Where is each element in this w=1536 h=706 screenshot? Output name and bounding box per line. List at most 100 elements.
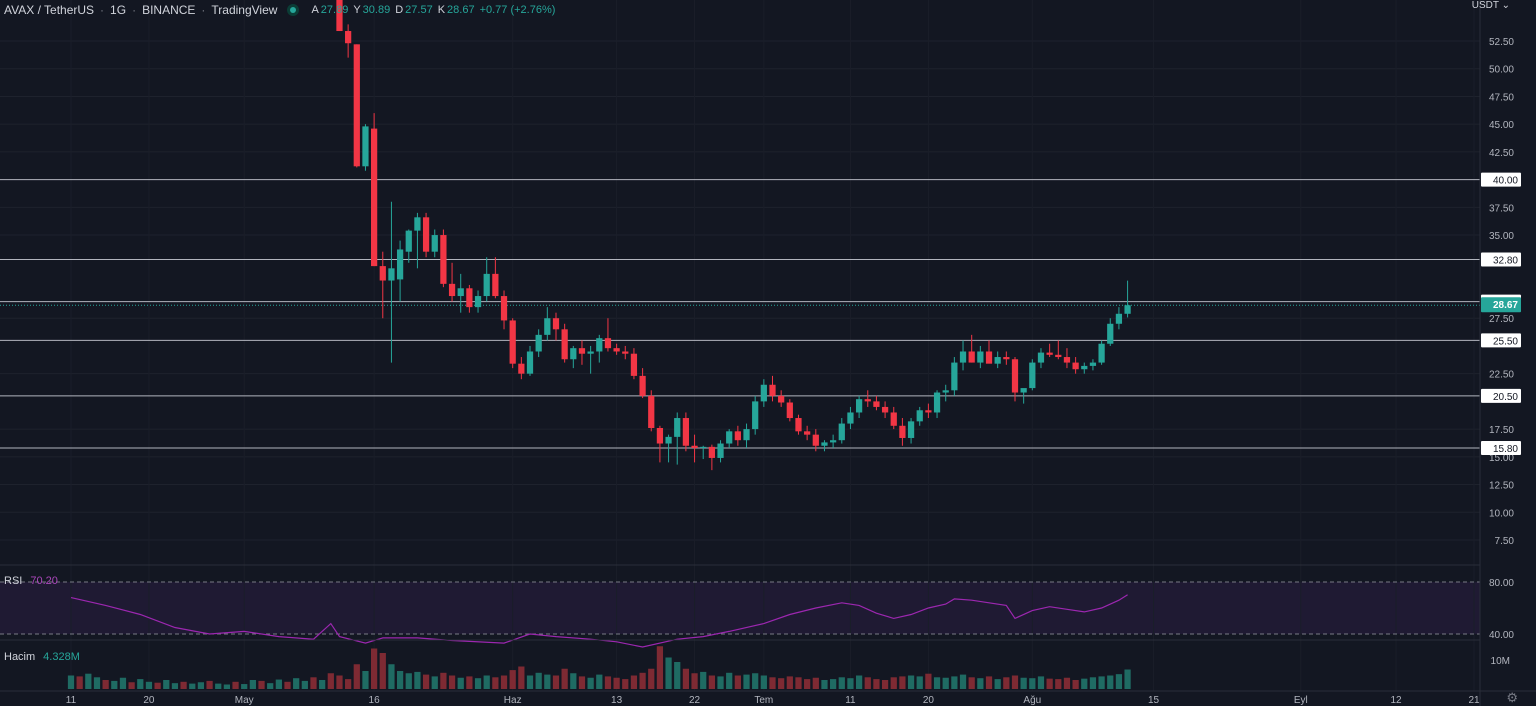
volume-bar (656, 646, 664, 689)
candle-body (994, 357, 1001, 364)
price-tick-label: 22.50 (1489, 370, 1514, 381)
volume-bar (518, 666, 525, 689)
volume-bar (795, 677, 802, 689)
volume-bar (951, 676, 958, 689)
candle-body (717, 443, 724, 458)
volume-bar (760, 675, 767, 689)
rsi-label[interactable]: RSI (4, 575, 23, 587)
volume-bar (379, 653, 386, 689)
candle-body (570, 348, 577, 360)
volume-bar (1029, 678, 1036, 689)
volume-bar (154, 682, 161, 689)
volume-bar (907, 675, 915, 689)
price-tick-label: 50.00 (1489, 65, 1514, 76)
candle-body (535, 334, 542, 352)
volume-bar (258, 680, 265, 689)
candle-body (1089, 362, 1097, 366)
time-tick-label: 13 (611, 695, 623, 706)
time-tick-label: 20 (143, 695, 155, 706)
time-tick-label: Haz (504, 695, 522, 706)
volume-bar (925, 673, 932, 689)
volume-bar (726, 672, 733, 689)
interval[interactable]: 1G (110, 3, 127, 17)
candle-body (1098, 343, 1105, 363)
time-tick-label: 20 (923, 695, 935, 706)
volume-bar (1046, 678, 1053, 689)
candle-body (639, 375, 646, 396)
candle-body (370, 128, 378, 267)
symbol-name[interactable]: AVAX / TetherUS (4, 3, 95, 17)
volume-bar (474, 678, 482, 689)
time-tick-label: 21 (1468, 695, 1480, 706)
data-source: TradingView (211, 3, 278, 17)
candle-body (708, 446, 715, 458)
chart-legend[interactable]: AVAX / TetherUS · 1G · BINANCE · Trading… (4, 2, 558, 18)
support-resistance-levels[interactable] (0, 179, 1480, 449)
time-axis[interactable]: 11 20 May 16 Haz 13 22 Tem 11 20 Ağu 15 Eyl 12 21 (66, 695, 1480, 706)
volume-bar (916, 676, 923, 689)
ohlc-values: A 27.89 Y 30.89 D 27.57 K 28.67 +0.77 (+2.76… (311, 4, 558, 16)
volume-bar (561, 668, 568, 689)
volume-legend[interactable]: Hacim 4.328M (4, 651, 80, 663)
volume-bar (959, 674, 967, 689)
candle-body (1003, 357, 1010, 360)
volume-bar (804, 679, 811, 689)
price-tick-label: 17.50 (1489, 425, 1514, 436)
candle-body (1115, 313, 1123, 324)
candle-body (1029, 362, 1036, 389)
high-label: Y (353, 4, 361, 16)
candle-body (345, 31, 352, 44)
level-price-tag (1481, 440, 1521, 455)
volume-bar (345, 679, 352, 689)
volume-bar (180, 681, 187, 689)
candlesticks[interactable] (328, 0, 1131, 471)
volume-bar (734, 675, 741, 689)
currency-selector[interactable]: USDT ⌄ (1472, 0, 1510, 11)
rsi-tick-label: 80.00 (1489, 578, 1514, 589)
volume-bar (1020, 677, 1027, 689)
volume-bar (405, 673, 412, 689)
volume-bar (457, 677, 464, 689)
volume-bar (604, 676, 612, 689)
candle-body (890, 412, 897, 426)
candle-body (422, 217, 430, 252)
candle-body (379, 266, 386, 281)
candle-body (769, 384, 776, 396)
volume-bar (353, 664, 360, 689)
volume-bar (535, 672, 542, 689)
volume-bar (1063, 677, 1071, 689)
candle-body (977, 351, 984, 363)
rsi-legend[interactable]: RSI 70.20 (4, 575, 58, 587)
candle-body (665, 436, 672, 444)
volume-bar (622, 679, 629, 689)
separator-dot: · (132, 3, 137, 17)
volume-bar (881, 680, 889, 689)
price-axis[interactable]: 52.50 50.00 47.50 45.00 42.50 37.50 35.00 27.50… (1481, 37, 1521, 667)
price-tick-label: 7.50 (1495, 536, 1515, 547)
volume-bar (111, 680, 118, 689)
candle-body (518, 363, 525, 374)
candle-body (440, 235, 447, 284)
candle-body (830, 440, 837, 443)
settings-gear-icon[interactable]: ⚙ (1506, 690, 1518, 705)
price-tick-label: 52.50 (1489, 37, 1514, 48)
volume-bar (284, 681, 291, 689)
candle-body (483, 273, 490, 297)
candle-body (1124, 305, 1131, 314)
volume-bar (232, 681, 239, 689)
volume-bar (492, 677, 499, 689)
volume-bar (362, 671, 369, 689)
volume-bar (743, 674, 750, 689)
volume-tick-label: 10M (1491, 656, 1510, 667)
candle-body (1081, 365, 1088, 370)
rsi-indicator (0, 581, 1480, 648)
low-value: 27.57 (405, 4, 433, 16)
volume-bar (544, 674, 551, 689)
volume-bar (1098, 676, 1105, 689)
volume-bar (674, 662, 681, 689)
volume-label[interactable]: Hacim (4, 651, 36, 663)
volume-bar (137, 679, 144, 689)
level-price-label: 25.50 (1493, 336, 1518, 347)
candle-body (778, 395, 785, 403)
